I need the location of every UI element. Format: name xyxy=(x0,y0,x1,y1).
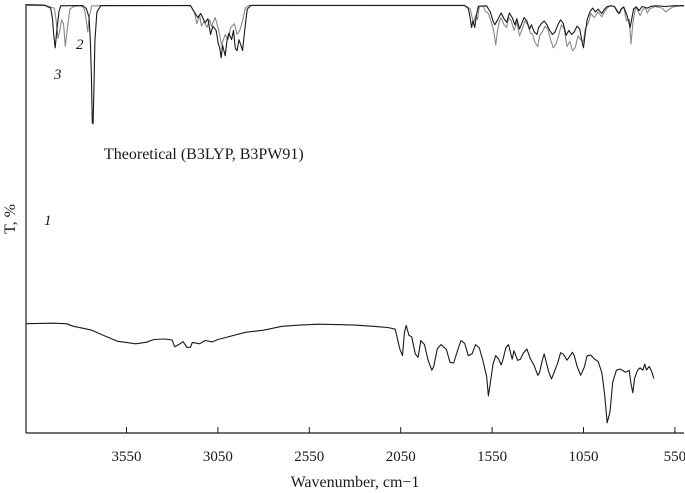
series-label-3: 3 xyxy=(53,67,62,83)
y-axis-label: T, % xyxy=(2,204,19,234)
x-axis-ticks: 3550 3050 2550 2050 1550 1050 550 xyxy=(112,427,685,465)
theoretical-annotation: Theoretical (B3LYP, B3PW91) xyxy=(104,146,304,163)
x-axis-label: Wavenumber, cm−1 xyxy=(291,474,420,491)
series-line-1 xyxy=(25,322,655,424)
x-tick-label: 2050 xyxy=(386,449,416,465)
series-label-2: 2 xyxy=(76,37,84,53)
spectrum-series xyxy=(25,4,685,424)
x-tick-label: 3550 xyxy=(112,449,142,465)
x-tick-label: 550 xyxy=(664,449,685,465)
x-tick-label: 2550 xyxy=(294,449,324,465)
series-label-1: 1 xyxy=(44,213,52,229)
x-tick-label: 3050 xyxy=(203,449,233,465)
series-line-3 xyxy=(25,4,685,125)
x-tick-label: 1050 xyxy=(569,449,599,465)
x-tick-label: 1550 xyxy=(477,449,507,465)
series-line-2 xyxy=(25,4,685,52)
plot-frame xyxy=(25,4,684,434)
series-labels: 1 23 xyxy=(44,37,84,229)
